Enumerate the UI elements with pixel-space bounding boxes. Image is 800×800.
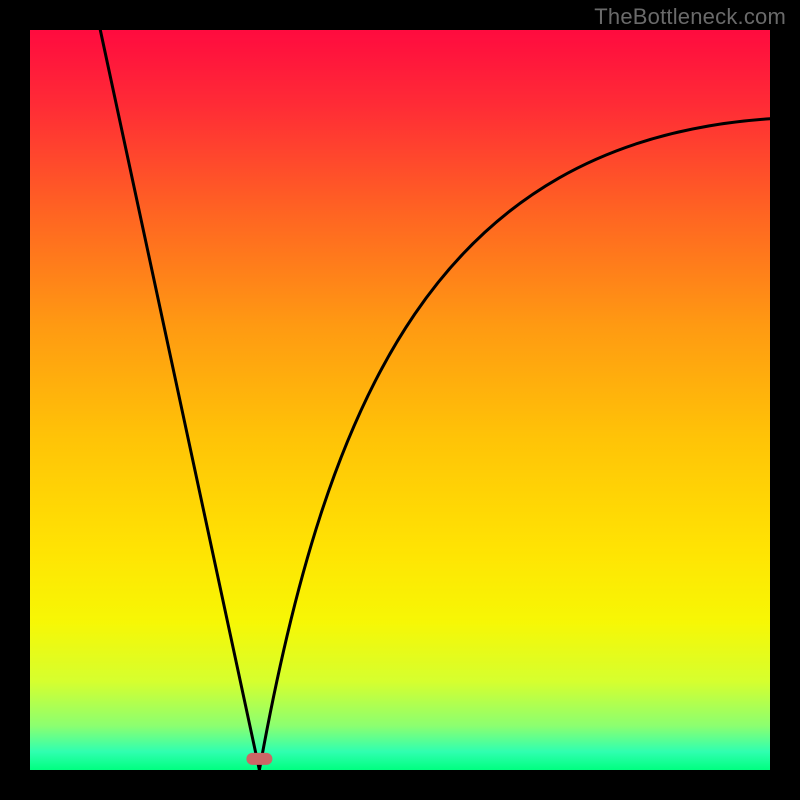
watermark-text: TheBottleneck.com <box>594 4 786 30</box>
bottleneck-chart <box>0 0 800 800</box>
valley-marker <box>246 753 272 765</box>
plot-background <box>30 30 770 770</box>
